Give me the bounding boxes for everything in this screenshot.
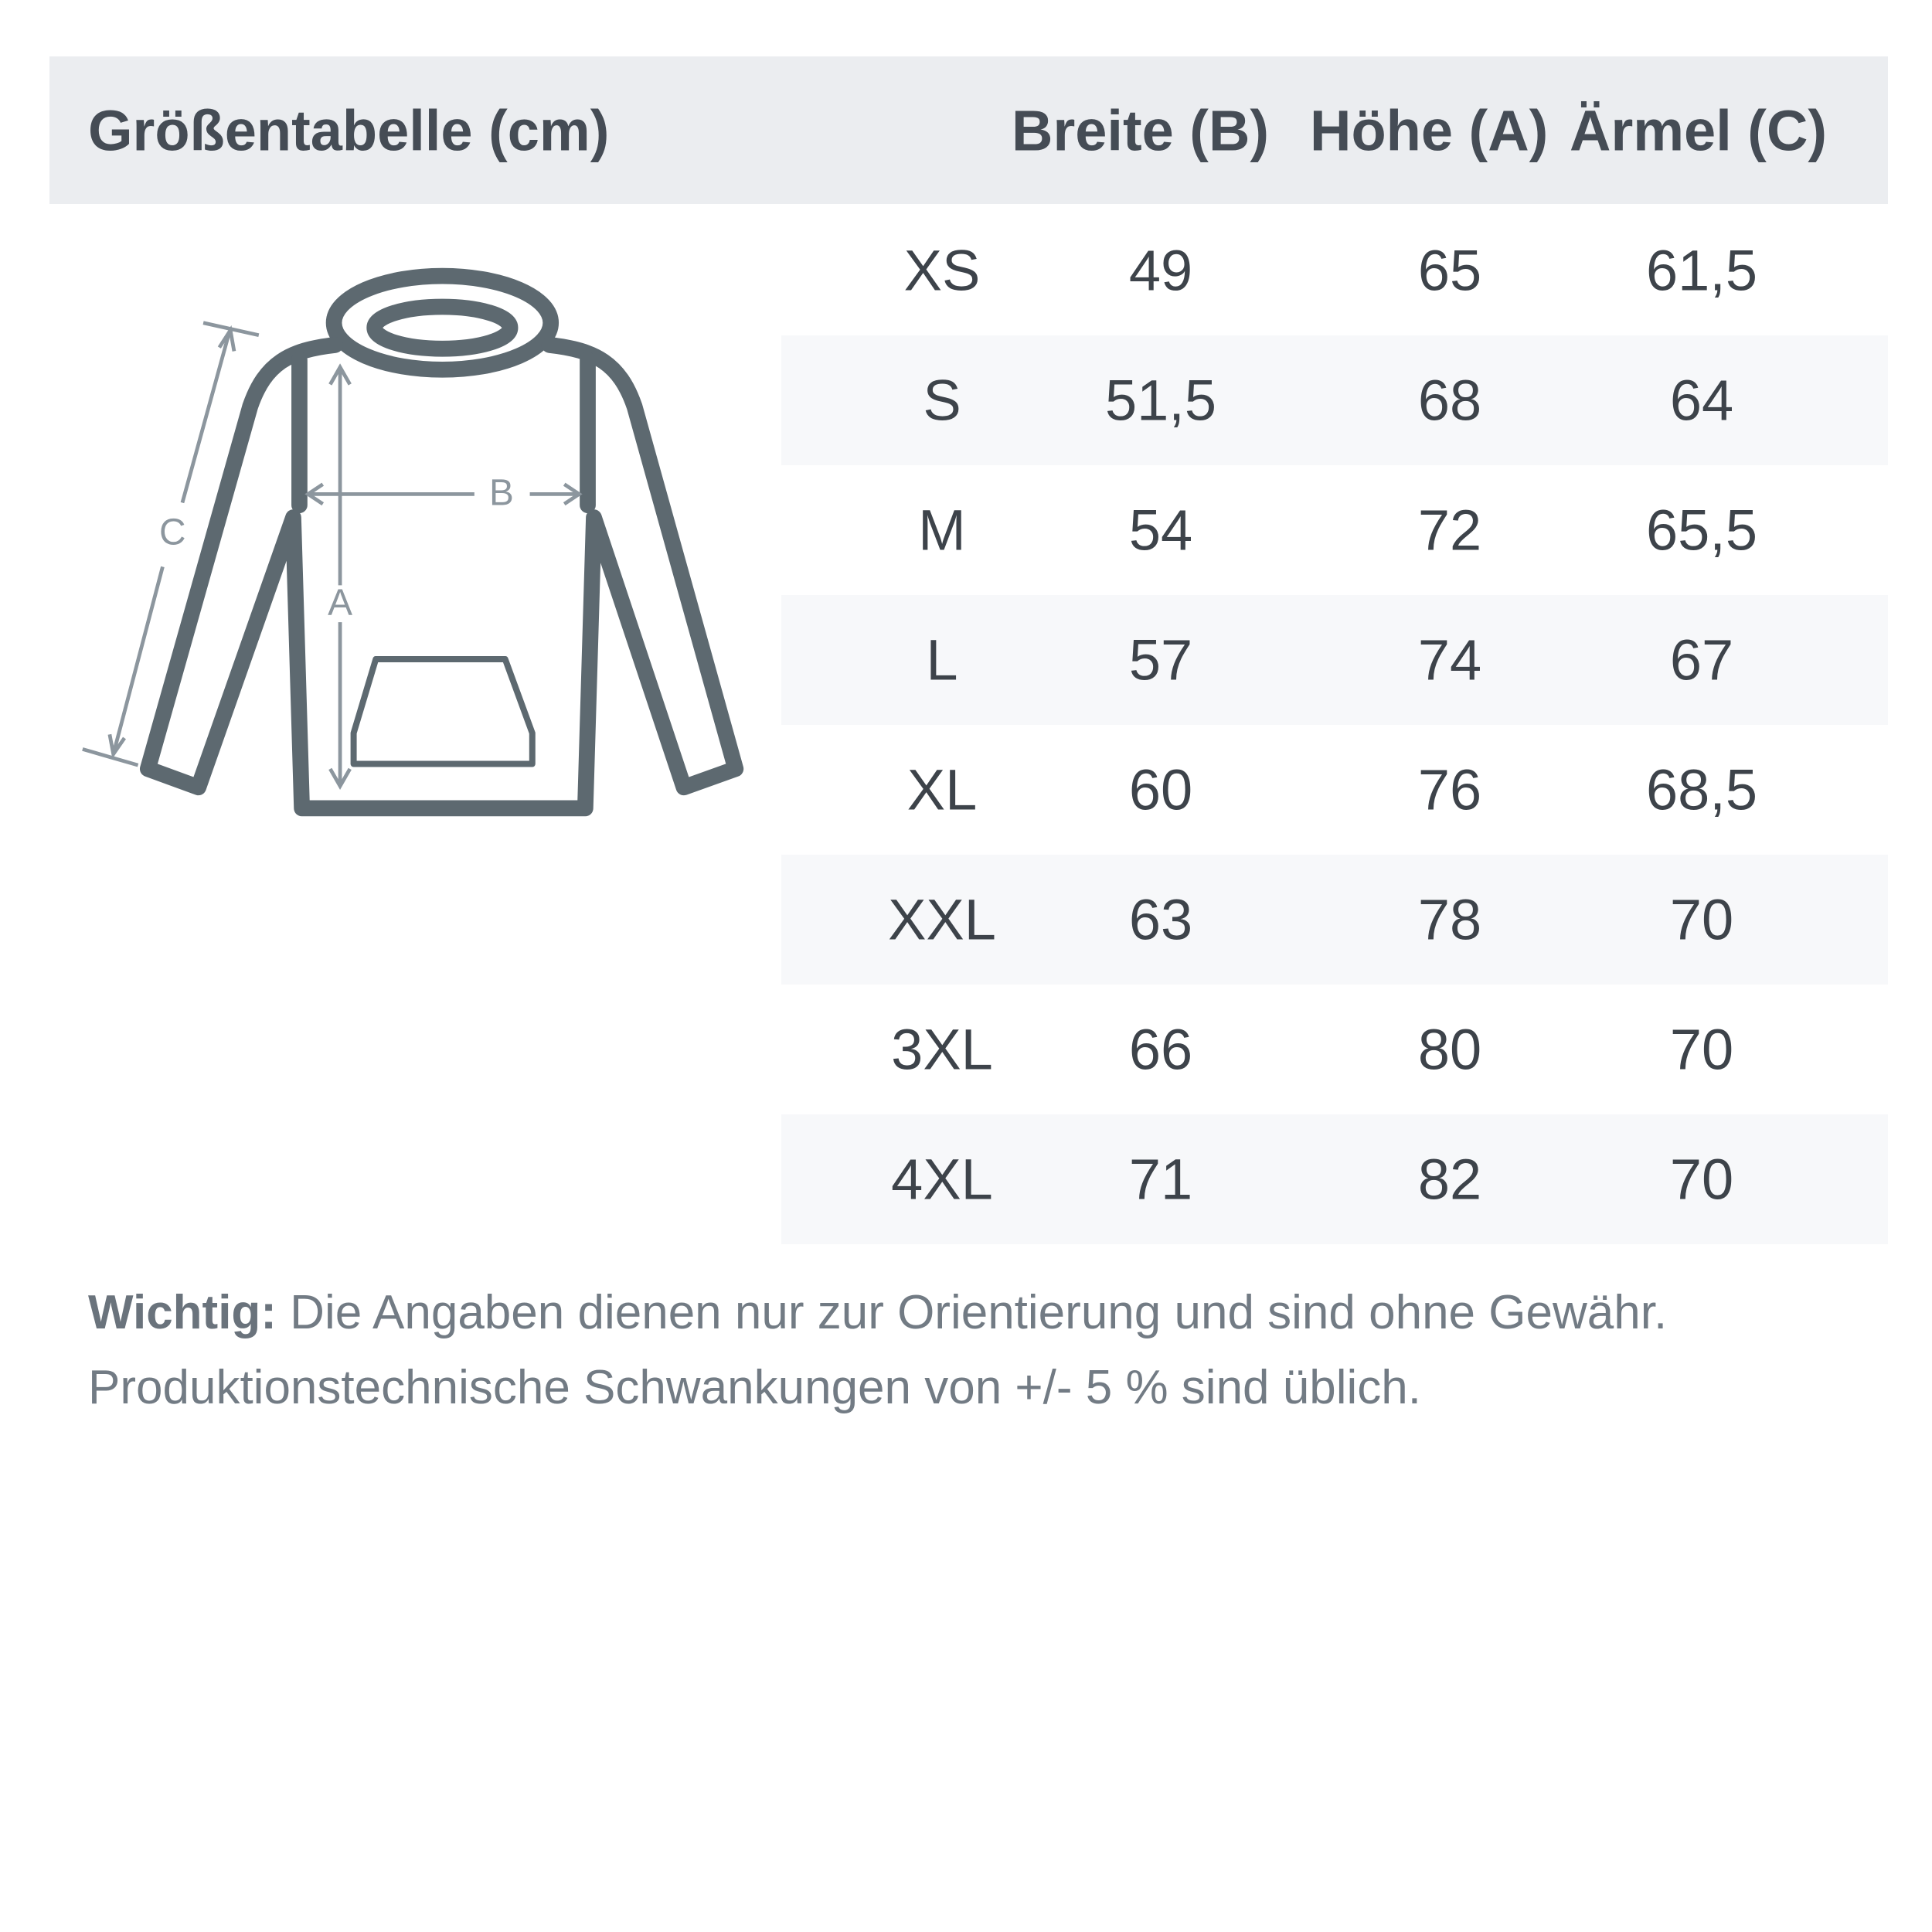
table-row: XS 49 65 61,5 — [781, 206, 1888, 335]
cell-hoehe: 76 — [1417, 757, 1482, 822]
table-row: L 57 74 67 — [781, 595, 1888, 725]
cell-aermel: 70 — [1669, 1147, 1734, 1212]
cell-aermel: 67 — [1669, 628, 1734, 692]
cell-breite: 51,5 — [1104, 368, 1217, 433]
cell-hoehe: 72 — [1417, 498, 1482, 563]
table-header: Größentabelle (cm) Breite (B) Höhe (A) Ä… — [49, 56, 1888, 204]
note-line2: Produktionstechnische Schwankungen von +… — [88, 1361, 1421, 1414]
cell-size: XXL — [888, 887, 996, 952]
column-header-aermel: Ärmel (C) — [1570, 98, 1828, 162]
measurement-lines — [82, 321, 583, 791]
cell-size: 3XL — [891, 1017, 993, 1082]
table-title: Größentabelle (cm) — [88, 98, 610, 162]
cell-hoehe: 65 — [1417, 238, 1482, 303]
note: Wichtig: Die Angaben dienen nur zur Orie… — [88, 1275, 1667, 1425]
table-row: 3XL 66 80 70 — [781, 985, 1888, 1114]
cell-size: L — [926, 628, 958, 692]
table-row: XL 60 76 68,5 — [781, 725, 1888, 855]
cell-hoehe: 74 — [1417, 628, 1482, 692]
table-row: XXL 63 78 70 — [781, 855, 1888, 985]
column-header-hoehe: Höhe (A) — [1310, 98, 1549, 162]
cell-aermel: 65,5 — [1645, 498, 1758, 563]
cell-size: XS — [903, 238, 981, 303]
cell-breite: 54 — [1128, 498, 1193, 563]
label-c: C — [159, 512, 186, 553]
cell-aermel: 61,5 — [1645, 238, 1758, 303]
cell-hoehe: 68 — [1417, 368, 1482, 433]
label-b: B — [489, 473, 514, 514]
cell-breite: 60 — [1128, 757, 1193, 822]
cell-breite: 57 — [1128, 628, 1193, 692]
table-row: S 51,5 68 64 — [781, 335, 1888, 465]
cell-aermel: 64 — [1669, 368, 1734, 433]
cell-breite: 66 — [1128, 1017, 1193, 1082]
cell-aermel: 70 — [1669, 887, 1734, 952]
cell-breite: 71 — [1128, 1147, 1193, 1212]
note-bold: Wichtig: — [88, 1286, 277, 1339]
cell-hoehe: 80 — [1417, 1017, 1482, 1082]
label-a: A — [328, 582, 352, 623]
cell-hoehe: 78 — [1417, 887, 1482, 952]
cell-aermel: 68,5 — [1645, 757, 1758, 822]
cell-breite: 49 — [1128, 238, 1193, 303]
cell-size: XL — [906, 757, 978, 822]
table-row: 4XL 71 82 70 — [781, 1114, 1888, 1244]
cell-size: 4XL — [891, 1147, 993, 1212]
cell-aermel: 70 — [1669, 1017, 1734, 1082]
column-header-breite: Breite (B) — [1012, 98, 1270, 162]
cell-breite: 63 — [1128, 887, 1193, 952]
hoodie-outline — [139, 267, 744, 817]
cell-hoehe: 82 — [1417, 1147, 1482, 1212]
cell-size: S — [923, 368, 961, 433]
table-row: M 54 72 65,5 — [781, 465, 1888, 595]
cell-size: M — [918, 498, 966, 563]
note-line1: Die Angaben dienen nur zur Orientierung … — [276, 1286, 1668, 1339]
